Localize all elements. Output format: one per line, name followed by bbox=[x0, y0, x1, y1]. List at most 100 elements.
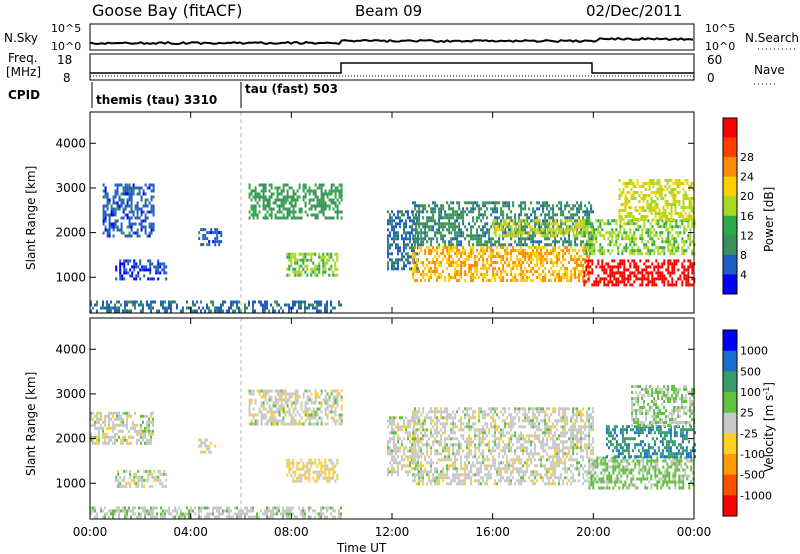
power-cell bbox=[420, 204, 423, 208]
velocity-cell bbox=[149, 484, 152, 488]
power-cell bbox=[645, 259, 648, 263]
power-cell bbox=[328, 252, 331, 256]
power-cell bbox=[157, 277, 160, 281]
power-cell bbox=[556, 252, 559, 255]
power-cell bbox=[391, 222, 393, 226]
velocity-cell bbox=[234, 512, 236, 516]
power-cell bbox=[163, 265, 166, 269]
power-cell bbox=[665, 277, 668, 281]
power-cell bbox=[420, 243, 423, 247]
power-cell bbox=[266, 201, 269, 205]
velocity-cell bbox=[142, 432, 144, 436]
power-cell bbox=[688, 215, 691, 218]
power-cell bbox=[224, 300, 226, 304]
power-cell bbox=[595, 237, 598, 241]
power-cell bbox=[424, 204, 427, 208]
power-cell bbox=[546, 261, 549, 264]
velocity-cell bbox=[314, 416, 317, 420]
power-cell bbox=[649, 222, 652, 226]
velocity-cell bbox=[254, 413, 257, 417]
power-cell bbox=[482, 276, 485, 279]
velocity-cell bbox=[306, 413, 309, 417]
power-cell bbox=[486, 249, 489, 252]
velocity-cell bbox=[260, 404, 263, 408]
velocity-cell bbox=[304, 413, 307, 417]
velocity-cell bbox=[409, 461, 411, 465]
velocity-cell bbox=[133, 475, 136, 479]
nave-tick-bottom: 0 bbox=[707, 71, 715, 85]
power-cell bbox=[462, 234, 465, 238]
power-cell bbox=[450, 246, 453, 249]
power-cell bbox=[607, 262, 610, 266]
velocity-cell bbox=[210, 450, 213, 454]
power-cell bbox=[284, 195, 287, 199]
power-cell bbox=[298, 303, 300, 307]
power-cell bbox=[528, 237, 531, 241]
power-cell bbox=[198, 231, 201, 235]
power-cell bbox=[642, 209, 645, 212]
power-cell bbox=[403, 225, 405, 229]
power-cell bbox=[667, 265, 670, 269]
power-cell bbox=[558, 201, 561, 205]
velocity-cell bbox=[270, 422, 273, 426]
power-cell bbox=[671, 262, 674, 266]
power-cell bbox=[456, 237, 459, 241]
power-cell bbox=[660, 188, 663, 191]
power-cell bbox=[542, 270, 545, 273]
velocity-cell bbox=[393, 440, 395, 444]
power-cell bbox=[595, 283, 598, 287]
power-cell bbox=[657, 222, 660, 226]
velocity-cell bbox=[137, 469, 140, 473]
power-cell bbox=[564, 246, 567, 249]
power-cell bbox=[645, 283, 648, 287]
power-cell bbox=[278, 186, 281, 190]
power-cell bbox=[411, 219, 413, 223]
power-cell bbox=[651, 219, 654, 223]
power-cell bbox=[508, 264, 511, 267]
power-cell bbox=[506, 258, 509, 261]
velocity-cell bbox=[262, 392, 265, 396]
velocity-cell bbox=[318, 470, 321, 474]
power-cell bbox=[300, 306, 302, 310]
velocity-cell bbox=[270, 509, 272, 513]
power-cell bbox=[128, 204, 131, 208]
power-cell bbox=[202, 237, 205, 241]
velocity-cell bbox=[414, 437, 417, 441]
power-cell bbox=[417, 234, 419, 238]
power-cell bbox=[314, 252, 317, 256]
power-cell bbox=[415, 213, 417, 217]
power-cell bbox=[554, 270, 557, 273]
power-cell bbox=[623, 249, 626, 253]
power-cell bbox=[560, 237, 563, 241]
power-cell bbox=[685, 268, 688, 272]
power-cell bbox=[276, 210, 279, 214]
velocity-cell bbox=[198, 506, 200, 510]
velocity-cell bbox=[414, 422, 417, 426]
power-cell bbox=[150, 228, 153, 232]
power-cell bbox=[336, 267, 339, 271]
power-cell bbox=[399, 258, 401, 262]
power-cell bbox=[397, 222, 399, 226]
power-cell bbox=[389, 243, 391, 247]
power-cell bbox=[130, 207, 133, 211]
power-cell bbox=[304, 186, 307, 190]
power-cell bbox=[310, 303, 312, 307]
power-cell bbox=[663, 277, 666, 281]
power-cell bbox=[490, 243, 493, 247]
power-cell bbox=[268, 189, 271, 193]
power-cell bbox=[640, 197, 643, 200]
power-cell bbox=[452, 228, 455, 232]
power-cell bbox=[524, 225, 527, 229]
power-cell bbox=[314, 183, 317, 187]
power-cell bbox=[132, 183, 135, 187]
power-cell bbox=[474, 270, 477, 273]
power-cell bbox=[528, 216, 531, 220]
velocity-cell bbox=[412, 467, 415, 471]
power-cell bbox=[104, 192, 107, 196]
power-cell bbox=[590, 225, 593, 229]
power-cell bbox=[502, 231, 505, 235]
power-cell bbox=[478, 258, 481, 261]
power-cell bbox=[488, 279, 491, 282]
velocity-cell bbox=[401, 464, 403, 468]
power-cell bbox=[570, 240, 573, 244]
